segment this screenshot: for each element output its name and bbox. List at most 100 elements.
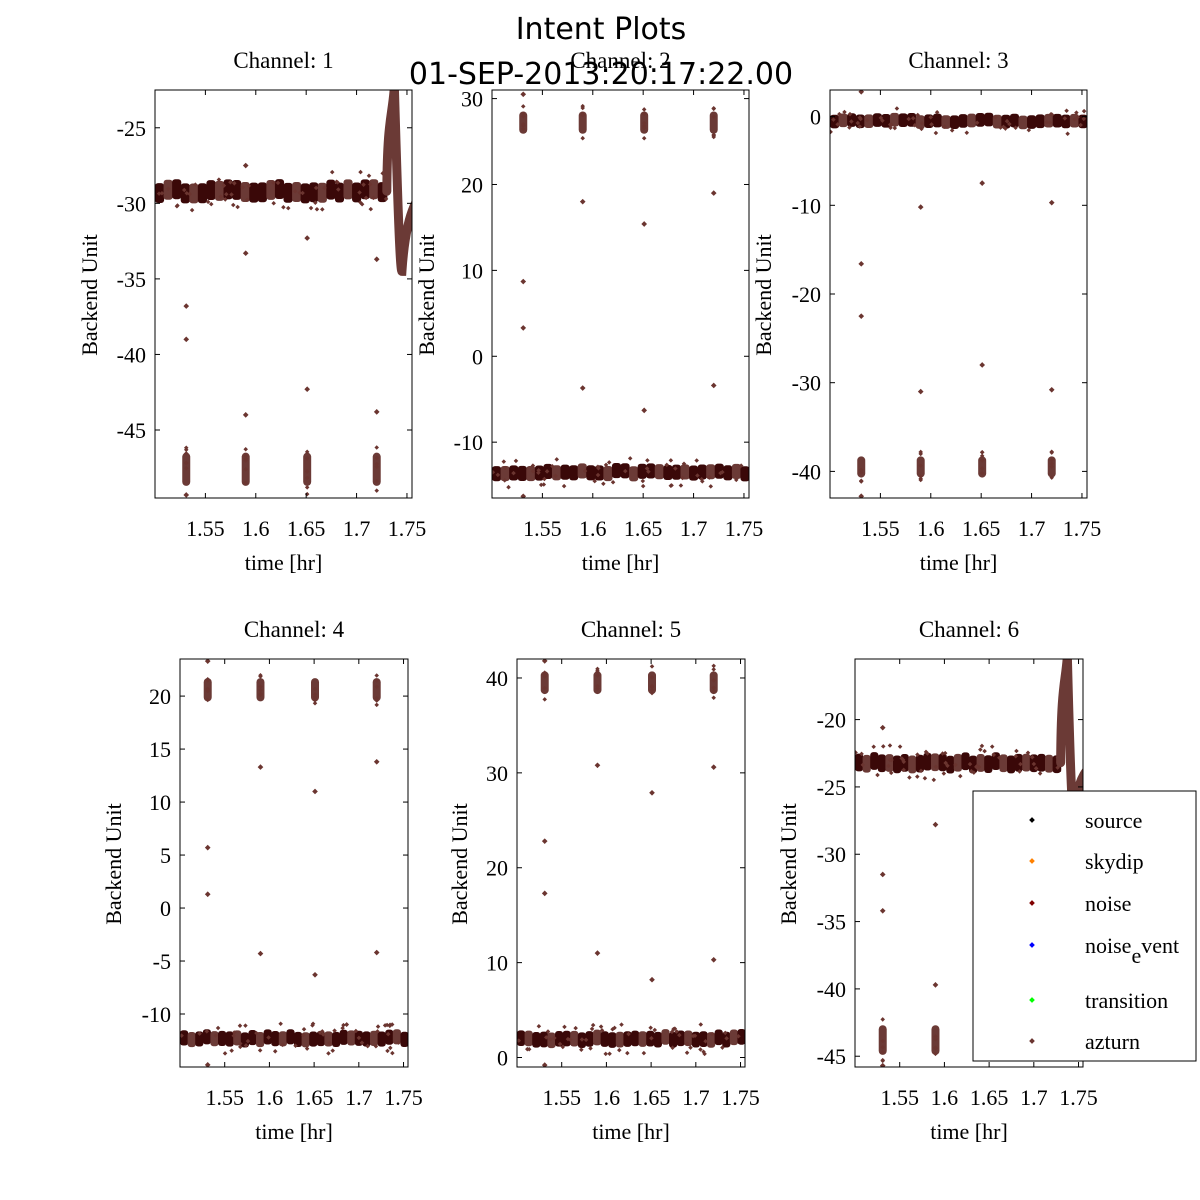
data-point: [278, 1021, 283, 1026]
data-point: [858, 467, 864, 473]
x-tick-label: 1.6: [242, 516, 270, 541]
band-segment: [600, 1031, 609, 1047]
data-point: [989, 744, 995, 749]
y-tick-label: 0: [497, 1046, 508, 1071]
x-axis-label: time [hr]: [592, 1119, 670, 1144]
data-point: [308, 205, 314, 211]
band-segment: [1009, 113, 1020, 128]
data-point: [536, 470, 541, 476]
data-point: [243, 453, 248, 459]
y-tick-label: 5: [160, 843, 171, 868]
band-segment: [1052, 113, 1062, 128]
band-segment: [352, 182, 362, 203]
data-point: [599, 1028, 605, 1033]
band-segment: [593, 1029, 602, 1046]
band-segment: [1014, 753, 1023, 772]
band-segment: [197, 183, 207, 204]
data-point: [592, 478, 597, 484]
band-segment: [225, 1031, 234, 1047]
data-point: [670, 1045, 675, 1050]
data-point: [304, 449, 310, 455]
data-point: [562, 1024, 567, 1030]
y-axis-label: Backend Unit: [776, 803, 801, 925]
band-segment: [976, 754, 985, 772]
data-point: [979, 458, 985, 463]
band-segment: [309, 1031, 318, 1047]
outlier-point: [917, 204, 924, 210]
y-tick-label: -30: [117, 191, 146, 216]
y-tick-label: -10: [792, 193, 821, 218]
data-point: [881, 744, 886, 749]
data-point: [711, 106, 716, 111]
data-point: [374, 684, 379, 690]
band-segment: [714, 1029, 723, 1046]
data-point: [313, 185, 319, 191]
y-axis-label: Backend Unit: [77, 234, 102, 356]
data-point: [317, 1030, 323, 1036]
data-point: [374, 464, 379, 470]
y-tick-label: 0: [160, 896, 171, 921]
data-point: [1033, 766, 1039, 771]
y-tick-label: 20: [486, 856, 508, 881]
data-point: [703, 1039, 708, 1044]
data-point: [933, 1051, 938, 1057]
data-point: [1078, 122, 1083, 128]
data-point: [579, 1047, 584, 1052]
band-segment: [218, 1030, 227, 1047]
data-point: [1017, 769, 1022, 774]
data-point: [649, 687, 655, 693]
band-segment: [347, 1030, 356, 1046]
data-point: [1014, 748, 1019, 754]
data-point: [304, 475, 310, 481]
legend-marker-skydip: [1029, 858, 1035, 864]
data-point: [579, 1037, 585, 1042]
band-segment: [283, 182, 293, 203]
band-segment: [699, 1031, 708, 1047]
data-point: [390, 1050, 395, 1056]
outlier-point: [520, 278, 527, 285]
outlier-point: [373, 758, 380, 765]
band-segment: [889, 112, 900, 127]
band-segment: [248, 1029, 257, 1046]
band-segment: [671, 464, 682, 480]
data-point: [598, 1024, 604, 1029]
data-point: [652, 1027, 658, 1033]
band-segment: [206, 180, 216, 201]
plot-area: [180, 659, 408, 1067]
figure-title: Intent Plots: [516, 12, 687, 47]
y-tick-label: 10: [461, 258, 483, 283]
data-point: [648, 1025, 653, 1031]
data-point: [641, 1050, 647, 1056]
data-point: [312, 694, 318, 700]
data-point: [383, 196, 389, 202]
band-segment: [898, 113, 908, 128]
figure-subtitle: 01-SEP-2013:20:17:22.00: [409, 57, 793, 92]
band-segment: [294, 1031, 303, 1047]
band-segment: [932, 113, 942, 128]
data-point: [517, 1038, 522, 1043]
outlier-point: [594, 762, 601, 769]
outlier-point: [242, 250, 249, 257]
data-point: [907, 775, 912, 780]
data-point: [931, 777, 937, 783]
data-point: [724, 1036, 729, 1041]
legend-marker-source: [1029, 817, 1035, 823]
data-point: [374, 455, 379, 461]
x-tick-label: 1.65: [624, 516, 663, 541]
data-point: [542, 672, 547, 678]
y-tick-label: 10: [486, 951, 508, 976]
outlier-point: [204, 844, 211, 851]
data-point: [243, 1043, 249, 1048]
band-segment: [663, 464, 673, 481]
band-segment: [931, 753, 940, 772]
outlier-point: [649, 789, 655, 796]
band-segment: [339, 1029, 348, 1045]
data-cluster: [648, 671, 657, 695]
band-segment: [893, 755, 902, 774]
subplot-channel-1: Channel: 1 1.55 1.6 1.65 1.7 1.75 -25 -30 -35 -40…: [77, 48, 426, 575]
data-point: [254, 1030, 259, 1036]
data-point: [711, 678, 716, 683]
data-point: [237, 1041, 243, 1046]
data-point: [237, 1023, 243, 1028]
band-segment: [560, 464, 570, 480]
